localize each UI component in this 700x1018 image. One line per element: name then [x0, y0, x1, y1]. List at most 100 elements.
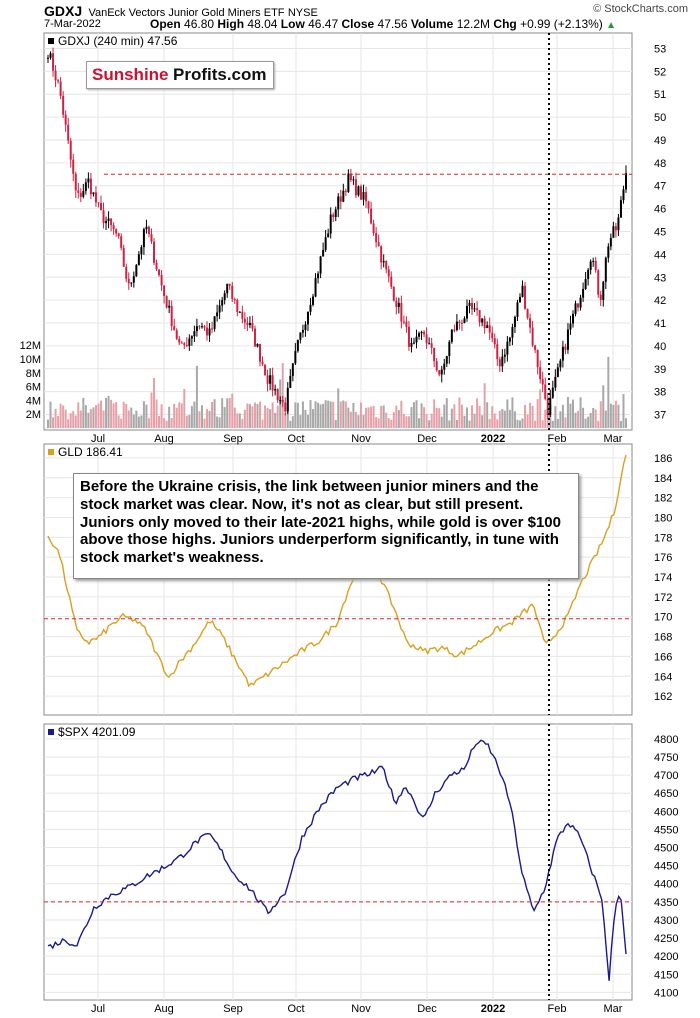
- volume-bar: [110, 399, 113, 428]
- volume-bar: [251, 406, 254, 428]
- volume-bar: [261, 419, 264, 428]
- candle-body: [279, 400, 282, 402]
- volume-bar: [259, 401, 262, 428]
- y-tick-label: 4150: [654, 969, 678, 981]
- volume-bar: [501, 408, 504, 428]
- candle-body: [574, 303, 577, 314]
- candle-body: [387, 269, 390, 277]
- candle-body: [77, 190, 80, 193]
- volume-bar: [587, 416, 590, 428]
- candle-body: [352, 179, 355, 181]
- candle-body: [453, 329, 456, 331]
- candle-body: [430, 343, 433, 348]
- candle-body: [448, 341, 451, 357]
- candle-body: [501, 356, 504, 367]
- y-tick-label: 4300: [654, 915, 678, 927]
- volume-bar: [271, 402, 274, 428]
- candle-body: [511, 327, 514, 338]
- candle-body: [160, 275, 163, 286]
- candle-body: [180, 342, 183, 344]
- volume-bar: [327, 400, 330, 428]
- symbol: GDXJ: [44, 3, 83, 19]
- x-tick-label: Aug: [154, 433, 174, 445]
- x-tick-label: Aug: [154, 1003, 174, 1015]
- candle-body: [402, 321, 405, 323]
- candle-body: [130, 282, 133, 284]
- volume-bar: [117, 415, 120, 428]
- candle-body: [392, 286, 395, 301]
- y-tick-label: 4700: [654, 770, 678, 782]
- candle-body: [438, 370, 441, 375]
- y-tick-label: 4750: [654, 752, 678, 764]
- volume-bar: [400, 400, 403, 428]
- candle-body: [473, 308, 476, 310]
- candle-body: [276, 388, 279, 401]
- candle-body: [428, 343, 431, 345]
- volume-bar: [463, 415, 466, 428]
- candle-body: [571, 313, 574, 324]
- candle-body: [354, 179, 357, 196]
- candle-body: [59, 81, 62, 96]
- volume-bar: [216, 416, 219, 428]
- volume-bar: [372, 405, 375, 428]
- candle-body: [79, 192, 82, 197]
- series-legend-swatch: [48, 38, 54, 44]
- y-tick-label: 41: [654, 318, 666, 330]
- volume-bar: [476, 398, 479, 428]
- volume-bar: [380, 405, 383, 428]
- y-tick-label: 40: [654, 341, 666, 353]
- volume-bar: [415, 400, 418, 428]
- volume-bar: [440, 416, 443, 428]
- candle-body: [261, 361, 264, 365]
- volume-bar: [435, 407, 438, 428]
- volume-bar: [481, 415, 484, 428]
- volume-bar: [92, 407, 95, 428]
- candle-body: [518, 296, 521, 303]
- candle-body: [49, 53, 52, 58]
- candle-body: [380, 246, 383, 263]
- candle-body: [617, 217, 620, 231]
- volume-bar: [385, 412, 388, 428]
- y-tick-label: 162: [654, 691, 672, 703]
- chg-value: +0.99 (+2.13%): [520, 17, 603, 31]
- candle-body: [559, 360, 562, 368]
- volume-bar: [471, 405, 474, 428]
- volume-bar: [357, 415, 360, 428]
- candle-body: [587, 269, 590, 280]
- sunshine-profits-logo: Sunshine Profits.com: [86, 61, 274, 89]
- volume-bar: [531, 406, 534, 428]
- volume-bar: [390, 419, 393, 428]
- candle-body: [536, 349, 539, 368]
- volume-bar: [211, 402, 214, 428]
- volume-bar: [299, 415, 302, 428]
- panel-title: $SPX 4201.09: [58, 725, 136, 739]
- y-tick-label: 184: [654, 473, 672, 485]
- volume-tick-label: 2M: [26, 409, 41, 421]
- candle-body: [526, 308, 529, 319]
- y-tick-label: 4550: [654, 824, 678, 836]
- candle-body: [107, 218, 110, 221]
- candle-body: [188, 338, 191, 346]
- candle-body: [251, 322, 254, 329]
- candle-body: [299, 332, 302, 340]
- candle-body: [332, 214, 335, 218]
- volume-bar: [135, 410, 138, 428]
- y-tick-label: 4450: [654, 861, 678, 873]
- volume-bar: [284, 413, 287, 428]
- y-tick-label: 39: [654, 364, 666, 376]
- candle-body: [82, 191, 85, 197]
- x-tick-label: Sep: [223, 1003, 243, 1015]
- volume-bar: [491, 406, 494, 428]
- candle-body: [87, 178, 90, 183]
- candle-body: [317, 273, 320, 279]
- volume-bar: [503, 410, 506, 428]
- candle-body: [319, 256, 322, 274]
- candle-body: [266, 375, 269, 384]
- volume-bar: [175, 407, 178, 428]
- candle-body: [347, 173, 350, 192]
- volume-bar: [190, 406, 193, 428]
- x-tick-label: Sep: [223, 433, 243, 445]
- candle-body: [117, 233, 120, 237]
- series-legend-swatch: [48, 729, 54, 735]
- y-tick-label: 4600: [654, 806, 678, 818]
